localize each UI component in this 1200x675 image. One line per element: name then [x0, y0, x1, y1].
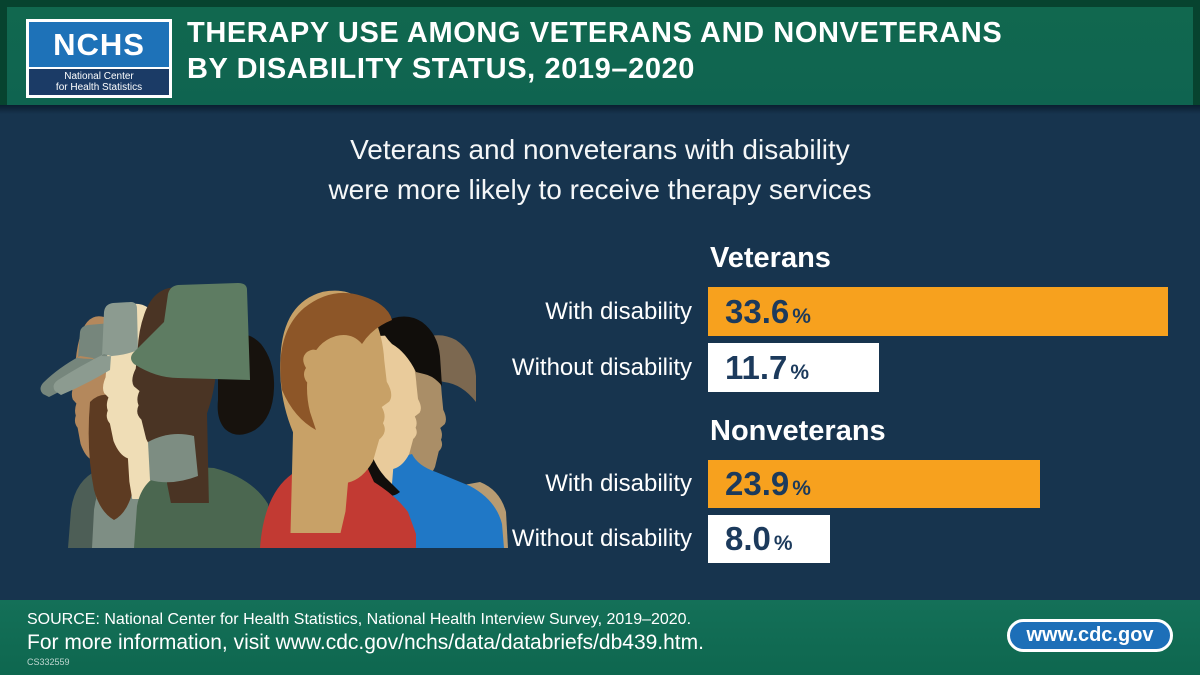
header-band-inner — [7, 7, 1193, 105]
bar-label: Without disability — [511, 354, 692, 381]
percent-sign: % — [792, 477, 811, 500]
cdc-gov-button[interactable]: www.cdc.gov — [1007, 619, 1173, 652]
bar-nonveterans-without-disability: 8.0% — [708, 515, 830, 563]
footer-band: SOURCE: National Center for Health Stati… — [0, 600, 1200, 675]
bar-veterans-without-disability: 11.7% — [708, 343, 879, 392]
man-red-shirt — [260, 290, 416, 548]
soldier-3 — [131, 283, 275, 548]
patrol-cap — [131, 283, 250, 380]
bar-nonveterans-with-disability: 23.9% — [708, 460, 1040, 508]
group-heading-nonveterans: Nonveterans — [710, 415, 886, 447]
more-info-text: For more information, visit www.cdc.gov/… — [27, 631, 704, 654]
bar-value: 8.0 — [725, 520, 771, 557]
page-title: THERAPY USE AMONG VETERANS AND NONVETERA… — [187, 15, 1002, 87]
hair-fringe — [360, 316, 442, 496]
subtitle-line2: were more likely to receive therapy serv… — [328, 174, 872, 205]
header-shadow — [0, 105, 1200, 114]
percent-sign: % — [773, 532, 793, 555]
source-text: SOURCE: National Center for Health Stati… — [27, 611, 692, 628]
nchs-logo-divider — [29, 67, 169, 69]
bar-label: With disability — [545, 298, 692, 325]
bar-label: With disability — [545, 470, 692, 497]
bar-value: 23.9 — [725, 465, 790, 502]
percent-sign: % — [790, 361, 810, 384]
nchs-logo-acronym: NCHS — [53, 27, 145, 62]
ear — [303, 349, 324, 384]
document-id: CS332559 — [27, 657, 70, 667]
nchs-logo-name-line2: for Health Statistics — [55, 82, 143, 93]
nchs-logo-name-box: National Center for Health Statistics — [29, 69, 169, 95]
bar-value: 33.6 — [725, 293, 790, 330]
percent-sign: % — [792, 305, 811, 328]
nchs-logo: NCHS National Center for Health Statisti… — [26, 19, 172, 98]
subtitle-line1: Veterans and nonveterans with disability — [350, 134, 850, 165]
key-finding-subtitle: Veterans and nonveterans with disability… — [0, 130, 1200, 210]
group-heading-veterans: Veterans — [710, 242, 831, 274]
bar-label: Without disability — [511, 525, 692, 552]
uniform-collar — [148, 434, 198, 483]
bar-veterans-with-disability: 33.6% — [708, 287, 1168, 336]
nchs-logo-acronym-box: NCHS — [29, 22, 169, 67]
page-title-line2: BY DISABILITY STATUS, 2019–2020 — [187, 53, 696, 85]
header-band: NCHS National Center for Health Statisti… — [0, 0, 1200, 105]
bar-value: 11.7 — [725, 349, 788, 386]
nchs-logo-name-line1: National Center — [64, 71, 134, 82]
people-profiles-illustration — [40, 283, 508, 548]
page-title-line1: THERAPY USE AMONG VETERANS AND NONVETERA… — [187, 17, 1003, 49]
